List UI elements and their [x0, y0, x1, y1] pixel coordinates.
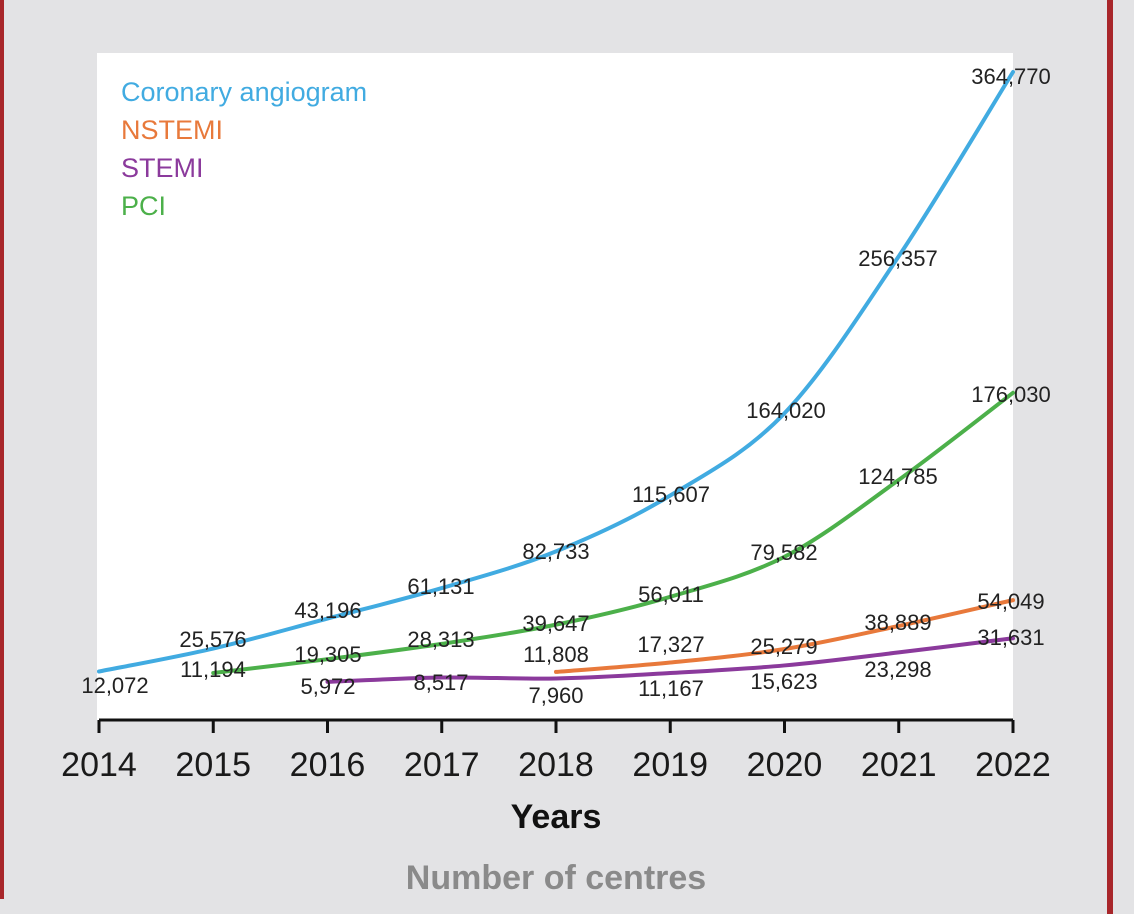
series-line-nstemi: [554, 598, 1015, 674]
data-label: 115,607: [632, 482, 710, 507]
x-tick-label: 2019: [632, 746, 708, 784]
x-tick-label: 2017: [404, 746, 480, 784]
data-label: 256,357: [858, 246, 938, 271]
data-label: 54,049: [977, 589, 1044, 614]
data-label: 364,770: [971, 64, 1051, 89]
series-line-stemi: [325, 636, 1015, 684]
data-label: 176,030: [971, 382, 1051, 407]
figure-frame-left-edge: [0, 0, 4, 899]
x-tick-label: 2018: [518, 746, 594, 784]
data-label: 12,072: [81, 673, 148, 698]
legend-entry-pci: PCI: [121, 191, 166, 221]
x-axis-title: Years: [511, 798, 602, 836]
data-label: 11,167: [638, 676, 704, 701]
data-label: 15,623: [750, 669, 817, 694]
legend-entry-nstemi: NSTEMI: [121, 115, 223, 145]
data-label: 17,327: [637, 632, 704, 657]
data-label: 79,582: [750, 540, 817, 565]
x-tick-label: 2015: [175, 746, 251, 784]
series-line-pci: [211, 390, 1015, 675]
data-label: 82,733: [522, 539, 589, 564]
data-label: 124,785: [858, 464, 938, 489]
x-tick-label: 2020: [747, 746, 823, 784]
data-label: 31,631: [977, 625, 1044, 650]
x-tick-label: 2021: [861, 746, 937, 784]
data-label: 25,279: [750, 634, 817, 659]
data-label: 7,960: [528, 683, 583, 708]
data-label: 23,298: [864, 657, 931, 682]
chart-subtitle: Number of centres: [406, 859, 706, 897]
data-label: 61,131: [407, 574, 474, 599]
plot-area: [97, 53, 1013, 720]
legend-entry-coronary-angiogram: Coronary angiogram: [121, 77, 367, 107]
data-label: 164,020: [746, 398, 826, 423]
data-label: 28,313: [407, 627, 474, 652]
data-label: 39,647: [522, 611, 589, 636]
x-tick-label: 2014: [61, 746, 137, 784]
series-line-coronary-angiogram: [97, 70, 1015, 674]
x-tick-label: 2016: [290, 746, 366, 784]
data-label: 38,889: [864, 610, 931, 635]
data-label: 11,808: [523, 642, 589, 667]
data-label: 56,011: [638, 582, 704, 607]
data-label: 11,194: [180, 657, 246, 682]
data-label: 19,305: [294, 642, 361, 667]
data-label: 8,517: [413, 670, 468, 695]
x-tick-label: 2022: [975, 746, 1051, 784]
data-label: 43,196: [294, 598, 361, 623]
data-label: 5,972: [300, 674, 355, 699]
data-label: 25,576: [179, 627, 246, 652]
legend-entry-stemi: STEMI: [121, 153, 204, 183]
